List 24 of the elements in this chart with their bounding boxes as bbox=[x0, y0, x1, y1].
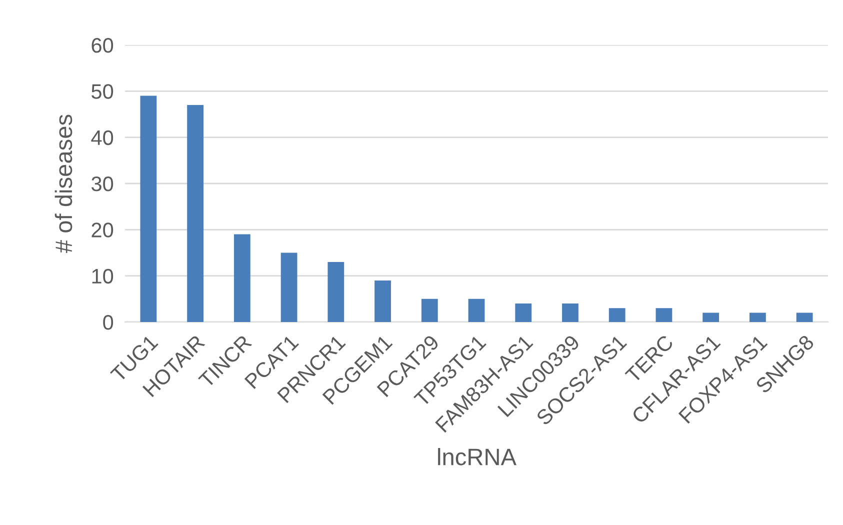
bar bbox=[187, 105, 204, 322]
bar bbox=[608, 308, 626, 322]
bar bbox=[468, 298, 485, 322]
bar bbox=[328, 262, 344, 322]
bar bbox=[750, 312, 766, 322]
y-axis-title: # of diseases bbox=[54, 114, 72, 253]
y-tick-label: 30 bbox=[92, 176, 114, 192]
bar bbox=[515, 304, 532, 322]
y-tick-label: 60 bbox=[92, 38, 114, 53]
y-tick-label: 10 bbox=[92, 268, 114, 284]
bar bbox=[702, 312, 720, 322]
y-tick-label: 50 bbox=[92, 84, 114, 99]
bar bbox=[562, 304, 578, 322]
bar bbox=[140, 96, 157, 322]
x-axis-title: lncRNA bbox=[438, 448, 516, 466]
y-tick-label: 20 bbox=[92, 222, 114, 238]
bar bbox=[796, 312, 813, 322]
y-tick-label: 40 bbox=[91, 130, 114, 146]
y-tick-label: 0 bbox=[103, 315, 114, 330]
bar bbox=[234, 234, 250, 322]
bar bbox=[421, 298, 438, 322]
bar bbox=[374, 280, 391, 322]
bar bbox=[656, 308, 672, 322]
bar bbox=[280, 252, 298, 322]
